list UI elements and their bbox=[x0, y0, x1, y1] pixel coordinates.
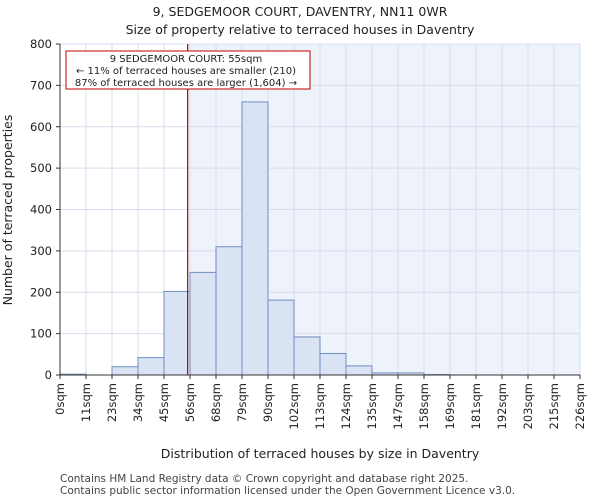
annotation-line-3: 87% of terraced houses are larger (1,604… bbox=[75, 78, 297, 89]
histogram-bar bbox=[319, 352, 347, 376]
x-tick-label: 11sqm bbox=[79, 383, 93, 422]
y-axis-label: Number of terraced properties bbox=[0, 115, 15, 306]
x-tick-label: 147sqm bbox=[391, 383, 405, 429]
x-axis-label: Distribution of terraced houses by size … bbox=[161, 446, 480, 461]
x-tick-label: 0sqm bbox=[53, 383, 67, 415]
y-tick-label: 400 bbox=[30, 203, 52, 217]
y-tick-label: 300 bbox=[30, 244, 52, 258]
x-tick-label: 215sqm bbox=[547, 383, 561, 429]
y-tick-label: 500 bbox=[30, 161, 52, 175]
x-tick-label: 34sqm bbox=[131, 383, 145, 422]
x-tick-label: 113sqm bbox=[313, 383, 327, 429]
footer-line-2: Contains public sector information licen… bbox=[60, 485, 516, 497]
x-tick-label: 192sqm bbox=[495, 383, 509, 429]
x-tick-label: 56sqm bbox=[183, 383, 197, 422]
x-tick-label: 181sqm bbox=[469, 383, 483, 429]
x-tick-label: 158sqm bbox=[417, 383, 431, 429]
histogram-bar bbox=[189, 271, 217, 376]
histogram-bar bbox=[241, 101, 269, 376]
x-tick-label: 203sqm bbox=[521, 383, 535, 429]
y-tick-label: 0 bbox=[45, 368, 52, 382]
footer-line-1: Contains HM Land Registry data © Crown c… bbox=[60, 473, 469, 485]
annotation-box: 9 SEDGEMOOR COURT: 55sqm ← 11% of terrac… bbox=[65, 50, 311, 90]
x-tick-label: 23sqm bbox=[105, 383, 119, 422]
y-tick-label: 100 bbox=[30, 327, 52, 341]
x-tick-label: 68sqm bbox=[209, 383, 223, 422]
x-tick-label: 90sqm bbox=[261, 383, 275, 422]
annotation-line-1: 9 SEDGEMOOR COURT: 55sqm bbox=[110, 54, 262, 65]
x-tick-label: 135sqm bbox=[365, 383, 379, 429]
y-tick-label: 800 bbox=[30, 37, 52, 51]
histogram-bar bbox=[111, 366, 139, 376]
x-tick-label: 169sqm bbox=[443, 383, 457, 429]
chart-subtitle: Size of property relative to terraced ho… bbox=[125, 22, 475, 37]
histogram-bar bbox=[137, 357, 165, 376]
x-tick-label: 79sqm bbox=[235, 383, 249, 422]
x-tick-label: 102sqm bbox=[287, 383, 301, 429]
y-tick-label: 600 bbox=[30, 120, 52, 134]
y-tick-label: 200 bbox=[30, 285, 52, 299]
histogram-bar bbox=[215, 246, 243, 376]
y-tick-label: 700 bbox=[30, 78, 52, 92]
x-tick-label: 124sqm bbox=[339, 383, 353, 429]
histogram-bar bbox=[163, 290, 191, 376]
chart-title: 9, SEDGEMOOR COURT, DAVENTRY, NN11 0WR bbox=[152, 4, 448, 19]
annotation-line-2: ← 11% of terraced houses are smaller (21… bbox=[76, 66, 296, 77]
histogram-bar bbox=[267, 299, 295, 376]
histogram-bar bbox=[345, 365, 373, 376]
histogram-bar bbox=[293, 336, 321, 376]
x-tick-label: 45sqm bbox=[157, 383, 171, 422]
x-tick-label: 226sqm bbox=[573, 383, 587, 429]
